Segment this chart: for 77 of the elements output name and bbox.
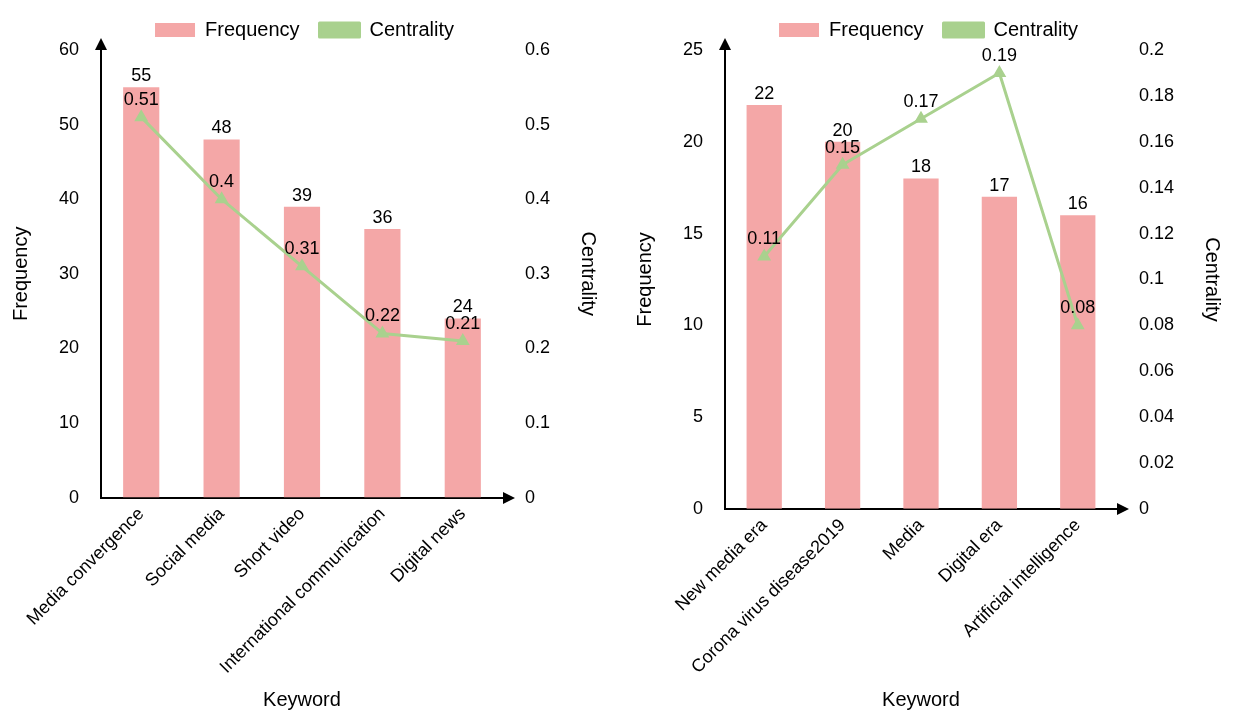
data-label: 0.11	[747, 228, 782, 249]
y-tick-label: 0	[693, 497, 704, 518]
point	[758, 249, 771, 261]
y2-axis-title: Centrality	[1202, 237, 1225, 322]
y2-tick-label: 0.02	[1138, 451, 1175, 472]
y2-tick-label: 0.06	[1138, 360, 1175, 381]
y2-tick-label: 0.2	[524, 337, 551, 358]
y2-tick-label: 0.3	[524, 262, 551, 283]
y2-tick-label: 0.4	[524, 188, 551, 209]
bar	[824, 141, 861, 509]
y-tick-label: 30	[58, 262, 80, 283]
bar	[1060, 215, 1096, 509]
point	[915, 112, 927, 123]
data-label: 0.4	[209, 171, 235, 192]
legend-label: Frequency	[205, 17, 300, 40]
y2-tick-label: 0	[524, 486, 535, 507]
legend-label: Frequency	[829, 17, 924, 40]
data-label: 0.22	[364, 305, 400, 326]
y2-tick-label: 0	[1138, 497, 1149, 518]
y2-tick-label: 0.18	[1138, 84, 1175, 105]
y2-tick-label: 0.08	[1138, 314, 1175, 335]
point	[1071, 318, 1084, 330]
data-label: 0.17	[903, 90, 939, 111]
y2-tick-label: 0.12	[1138, 222, 1175, 243]
y-tick-label: 5	[693, 406, 704, 427]
point	[215, 192, 228, 204]
y-axis-title: Frequency	[632, 232, 655, 327]
y-tick-label: 25	[682, 38, 704, 59]
y2-axis-title: Centrality	[578, 231, 601, 317]
data-label: 0.51	[123, 89, 159, 110]
bar	[283, 206, 321, 498]
bar	[746, 105, 782, 509]
y2-tick-label: 0.5	[524, 113, 551, 134]
x-axis-title: Keyword	[263, 687, 341, 710]
data-label: 17	[989, 174, 1010, 195]
y2-tick-label: 0.6	[524, 38, 551, 59]
bar	[364, 229, 401, 498]
data-label: 48	[211, 117, 232, 138]
y-tick-label: 0	[69, 486, 80, 507]
data-label: 55	[131, 65, 152, 86]
data-label: 0.31	[284, 238, 320, 259]
y-tick-label: 60	[58, 38, 80, 59]
bar	[203, 139, 240, 498]
data-label: 22	[754, 83, 775, 104]
y-tick-label: 50	[58, 113, 80, 134]
point	[456, 334, 469, 345]
y-tick-label: 40	[58, 188, 80, 209]
y2-tick-label: 0.1	[524, 411, 551, 432]
data-label: 16	[1067, 193, 1088, 214]
data-label: 36	[372, 206, 393, 227]
bar	[981, 196, 1018, 509]
data-label: 0.08	[1060, 297, 1096, 318]
y-tick-label: 10	[58, 411, 80, 432]
point	[135, 110, 148, 122]
y-axis-title: Frequency	[8, 226, 31, 322]
bar	[444, 318, 481, 498]
bar	[123, 87, 160, 498]
bar	[903, 178, 939, 509]
data-label: 0.19	[981, 44, 1017, 65]
legend-label: Centrality	[993, 17, 1078, 40]
y2-tick-label: 0.04	[1138, 406, 1175, 427]
data-label: 39	[291, 184, 313, 205]
y2-tick-label: 0.16	[1138, 130, 1175, 151]
y-tick-label: 10	[682, 314, 704, 335]
data-label: 18	[910, 156, 932, 177]
y-tick-label: 20	[682, 130, 704, 151]
y2-tick-label: 0.14	[1138, 176, 1175, 197]
x-axis-title: Keyword	[882, 687, 960, 710]
y2-tick-label: 0.1	[1138, 268, 1164, 289]
y-tick-label: 15	[682, 222, 704, 243]
point	[993, 66, 1006, 77]
point	[296, 259, 308, 271]
y-tick-label: 20	[58, 337, 80, 358]
point	[376, 326, 389, 338]
legend-label: Centrality	[369, 17, 454, 40]
y2-tick-label: 0.2	[1138, 38, 1164, 59]
point	[836, 158, 849, 169]
